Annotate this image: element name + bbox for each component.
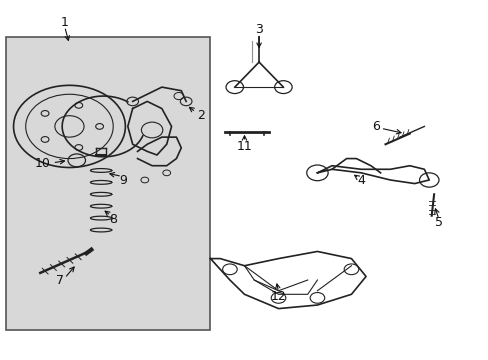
Text: 9: 9	[119, 174, 126, 186]
Text: 1: 1	[61, 16, 68, 29]
Text: 3: 3	[255, 23, 263, 36]
Bar	[6, 37, 210, 330]
Text: 7: 7	[56, 274, 63, 287]
Text: 6: 6	[371, 120, 379, 133]
Text: 12: 12	[270, 289, 286, 303]
Text: 10: 10	[35, 157, 51, 170]
Text: 4: 4	[357, 174, 365, 186]
Text: 8: 8	[109, 213, 117, 226]
Text: 11: 11	[236, 140, 252, 153]
Text: 5: 5	[434, 216, 442, 229]
Text: 2: 2	[196, 109, 204, 122]
